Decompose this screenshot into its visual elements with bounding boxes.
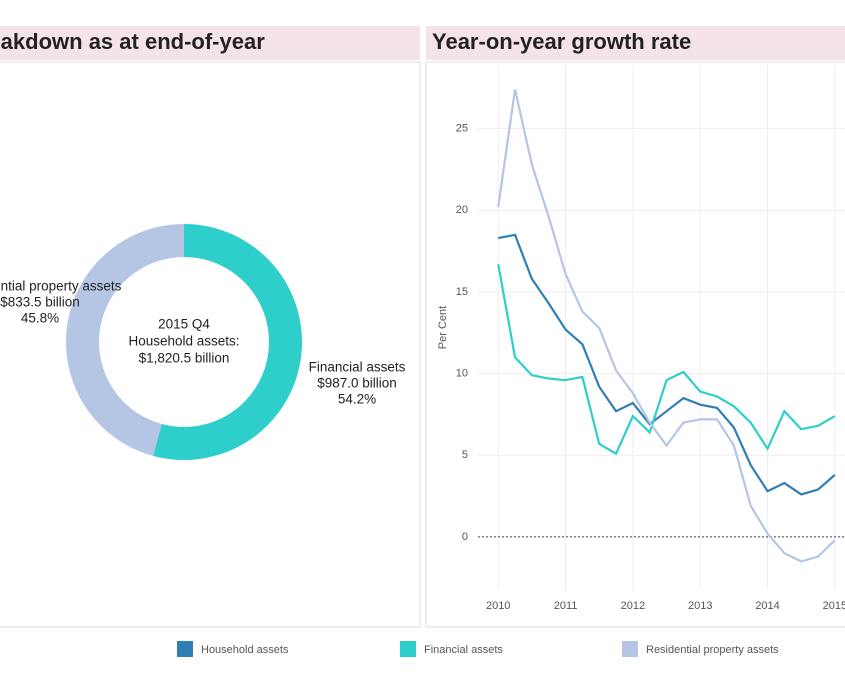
y-tick-label: 0 [462, 531, 468, 543]
legend-label: Household assets [201, 644, 289, 656]
series-line [497, 233, 836, 496]
series-line [497, 264, 836, 456]
legend-swatch [622, 641, 638, 657]
x-tick-label: 2011 [554, 600, 578, 612]
slice-value: $833.5 billion [0, 295, 80, 310]
right-header [426, 26, 845, 60]
legend-swatch [400, 641, 416, 657]
center-label: Household assets: [128, 334, 239, 349]
left-panel [0, 61, 421, 628]
y-tick-label: 5 [462, 449, 468, 461]
x-tick-label: 2014 [755, 600, 779, 612]
slice-label: Financial assets [309, 360, 406, 375]
y-axis-label: Per Cent [437, 306, 449, 349]
pie-title: Breakdown as at end-of-year [0, 29, 265, 54]
legend-swatch [177, 641, 193, 657]
x-tick-label: 2015 [823, 600, 845, 612]
line-title: Year-on-year growth rate [432, 29, 691, 54]
x-tick-label: 2012 [621, 600, 645, 612]
slice-value: $987.0 billion [317, 376, 397, 391]
legend-label: Financial assets [424, 644, 503, 656]
slice-percent: 54.2% [338, 392, 376, 407]
y-tick-label: 15 [456, 286, 468, 298]
left-header [0, 26, 420, 60]
center-label: $1,820.5 billion [139, 351, 230, 366]
y-tick-label: 25 [456, 123, 468, 135]
pie-slice [66, 224, 184, 456]
x-tick-label: 2010 [486, 600, 510, 612]
pie-slice [153, 224, 302, 460]
slice-label: Residential property assets [0, 279, 122, 294]
legend-label: Residential property assets [646, 644, 779, 656]
y-tick-label: 10 [456, 368, 468, 380]
series-line [497, 89, 836, 563]
center-label: 2015 Q4 [158, 317, 210, 332]
right-panel [425, 61, 845, 628]
x-tick-label: 2013 [688, 600, 712, 612]
slice-percent: 45.8% [21, 311, 59, 326]
y-tick-label: 20 [456, 204, 468, 216]
